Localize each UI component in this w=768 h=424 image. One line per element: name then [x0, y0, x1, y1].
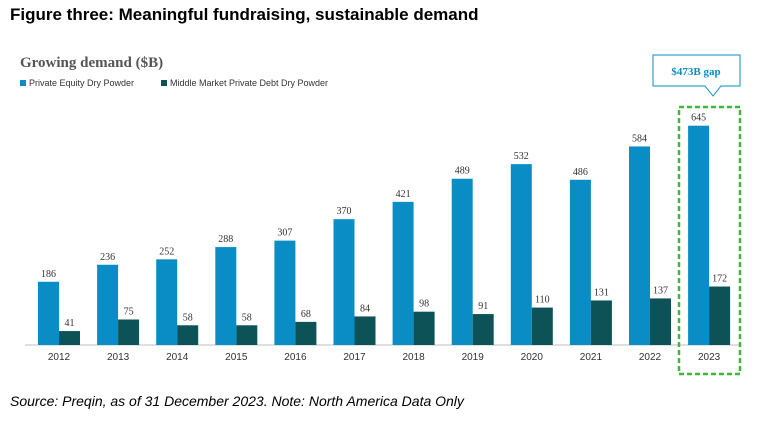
x-tick-label-2019: 2019	[462, 352, 485, 363]
value-label-private-debt-2012: 41	[65, 318, 75, 329]
bar-private-debt-2012	[59, 331, 80, 345]
bar-private-equity-2020	[510, 164, 532, 345]
bar-private-equity-2015	[215, 247, 237, 345]
x-tick-label-2015: 2015	[225, 352, 248, 363]
value-label-private-equity-2016: 307	[277, 228, 292, 239]
figure-title: Figure three: Meaningful fundraising, su…	[10, 5, 479, 24]
bars-group: 186 41 236 75 252 58 288 58 307 68 370 84 421 98 489 91…	[38, 113, 731, 345]
bar-private-debt-2018	[413, 311, 435, 345]
source-note: Source: Preqin, as of 31 December 2023. …	[10, 393, 464, 409]
bar-private-debt-2022	[650, 298, 671, 345]
value-label-private-equity-2015: 288	[218, 234, 233, 245]
legend-label-private-debt: Middle Market Private Debt Dry Powder	[170, 78, 328, 88]
legend-swatch-private-debt	[161, 80, 167, 86]
chart-title: Growing demand ($B)	[20, 55, 163, 71]
value-label-private-debt-2014: 58	[183, 312, 193, 323]
bar-private-equity-2016	[274, 240, 296, 345]
value-label-private-equity-2018: 421	[396, 189, 411, 200]
x-tick-label-2012: 2012	[48, 352, 71, 363]
gap-callout: $473B gap	[652, 54, 741, 97]
x-tick-label-2018: 2018	[402, 352, 425, 363]
gap-callout-box	[652, 54, 741, 97]
value-label-private-equity-2022: 584	[632, 133, 647, 144]
value-label-private-equity-2020: 532	[514, 151, 529, 162]
x-tick-label-2021: 2021	[580, 352, 603, 363]
bar-private-equity-2019	[451, 178, 473, 345]
bar-private-equity-2014	[156, 259, 178, 345]
bar-private-equity-2018	[392, 201, 414, 345]
bar-private-debt-2015	[236, 325, 258, 345]
x-tick-label-2022: 2022	[639, 352, 662, 363]
value-label-private-equity-2019: 489	[455, 166, 470, 177]
value-label-private-debt-2017: 84	[360, 303, 370, 314]
value-label-private-equity-2021: 486	[573, 167, 588, 178]
bar-private-equity-2021	[569, 179, 591, 345]
x-tick-labels: 2012 2013 2014 2015 2016 2017 2018 2019 2020 2021…	[48, 352, 721, 363]
value-label-private-equity-2012: 186	[41, 269, 56, 280]
value-label-private-debt-2013: 75	[124, 307, 134, 318]
bar-private-equity-2013	[97, 264, 119, 345]
value-label-private-equity-2017: 370	[337, 206, 352, 217]
value-label-private-debt-2022: 137	[653, 285, 668, 296]
value-label-private-debt-2020: 110	[535, 295, 550, 306]
value-label-private-debt-2023: 172	[712, 274, 727, 285]
value-label-private-equity-2023: 645	[691, 113, 706, 124]
bar-private-debt-2023	[709, 286, 731, 345]
value-label-private-debt-2018: 98	[419, 299, 429, 310]
bar-private-debt-2019	[472, 314, 494, 345]
x-tick-label-2014: 2014	[166, 352, 189, 363]
value-label-private-debt-2015: 58	[242, 312, 252, 323]
bar-private-debt-2020	[531, 307, 553, 345]
value-label-private-equity-2013: 236	[100, 252, 115, 263]
bar-private-debt-2016	[295, 321, 317, 345]
bar-private-equity-2022	[629, 146, 650, 345]
bar-private-equity-2012	[38, 281, 59, 345]
bar-private-debt-2017	[354, 316, 376, 345]
x-tick-label-2016: 2016	[284, 352, 307, 363]
legend-swatch-private-equity	[20, 80, 26, 86]
x-tick-label-2023: 2023	[698, 352, 721, 363]
value-label-private-debt-2016: 68	[301, 309, 311, 320]
legend-label-private-equity: Private Equity Dry Powder	[29, 78, 134, 88]
bar-private-equity-2023	[688, 125, 710, 345]
bar-private-debt-2014	[177, 325, 199, 345]
bar-private-debt-2013	[118, 319, 140, 345]
value-label-private-equity-2014: 252	[159, 246, 174, 257]
bar-private-equity-2017	[333, 219, 355, 345]
bar-chart: Growing demand ($B) Private Equity Dry P…	[20, 54, 742, 376]
legend: Private Equity Dry Powder Middle Market …	[20, 78, 328, 88]
x-tick-label-2017: 2017	[343, 352, 366, 363]
highlight-2023-box	[677, 105, 742, 376]
gap-callout-text: $473B gap	[671, 66, 720, 78]
bar-private-debt-2021	[590, 300, 612, 345]
x-tick-label-2013: 2013	[107, 352, 130, 363]
value-label-private-debt-2019: 91	[478, 301, 488, 312]
value-label-private-debt-2021: 131	[594, 287, 609, 298]
x-tick-label-2020: 2020	[521, 352, 544, 363]
